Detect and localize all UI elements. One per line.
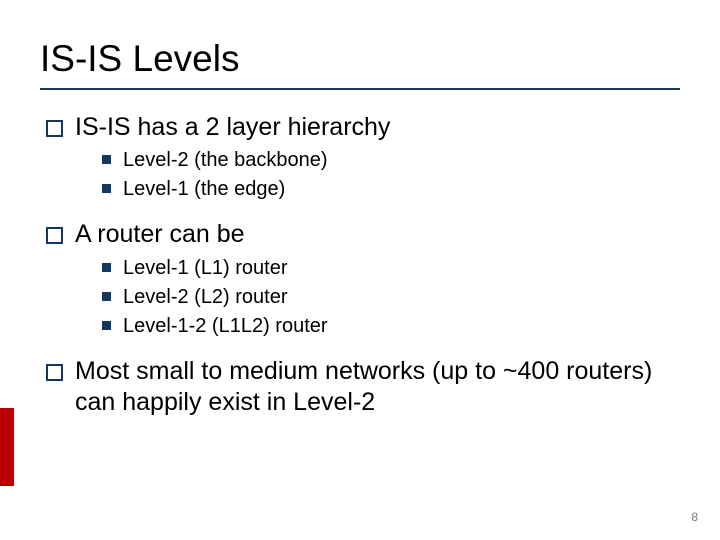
filled-square-icon: [102, 155, 111, 164]
bullet-lvl2: Level-1 (the edge): [102, 176, 680, 202]
bullet-text: IS-IS has a 2 layer hierarchy: [75, 112, 390, 143]
slide: IS-IS Levels IS-IS has a 2 layer hierarc…: [0, 0, 720, 418]
title-rule: [40, 88, 680, 90]
filled-square-icon: [102, 292, 111, 301]
filled-square-icon: [102, 263, 111, 272]
bullet-text: Level-1-2 (L1L2) router: [123, 313, 328, 339]
page-number: 8: [691, 510, 698, 524]
bullet-lvl1: Most small to medium networks (up to ~40…: [46, 356, 680, 419]
slide-title: IS-IS Levels: [40, 38, 680, 80]
bullet-lvl1: A router can be: [46, 219, 680, 250]
bullet-text: Level-2 (L2) router: [123, 284, 288, 310]
outline-square-icon: [46, 120, 63, 137]
filled-square-icon: [102, 184, 111, 193]
bullet-lvl2: Level-2 (L2) router: [102, 284, 680, 310]
bullet-lvl2: Level-1-2 (L1L2) router: [102, 313, 680, 339]
outline-square-icon: [46, 364, 63, 381]
bullet-text: Level-2 (the backbone): [123, 147, 328, 173]
outline-square-icon: [46, 227, 63, 244]
filled-square-icon: [102, 321, 111, 330]
bullet-text: Level-1 (L1) router: [123, 255, 288, 281]
bullet-lvl2: Level-2 (the backbone): [102, 147, 680, 173]
accent-bar: [0, 408, 14, 486]
bullet-lvl2: Level-1 (L1) router: [102, 255, 680, 281]
bullet-text: A router can be: [75, 219, 245, 250]
bullet-text: Most small to medium networks (up to ~40…: [75, 356, 680, 419]
bullet-lvl1: IS-IS has a 2 layer hierarchy: [46, 112, 680, 143]
bullet-text: Level-1 (the edge): [123, 176, 285, 202]
